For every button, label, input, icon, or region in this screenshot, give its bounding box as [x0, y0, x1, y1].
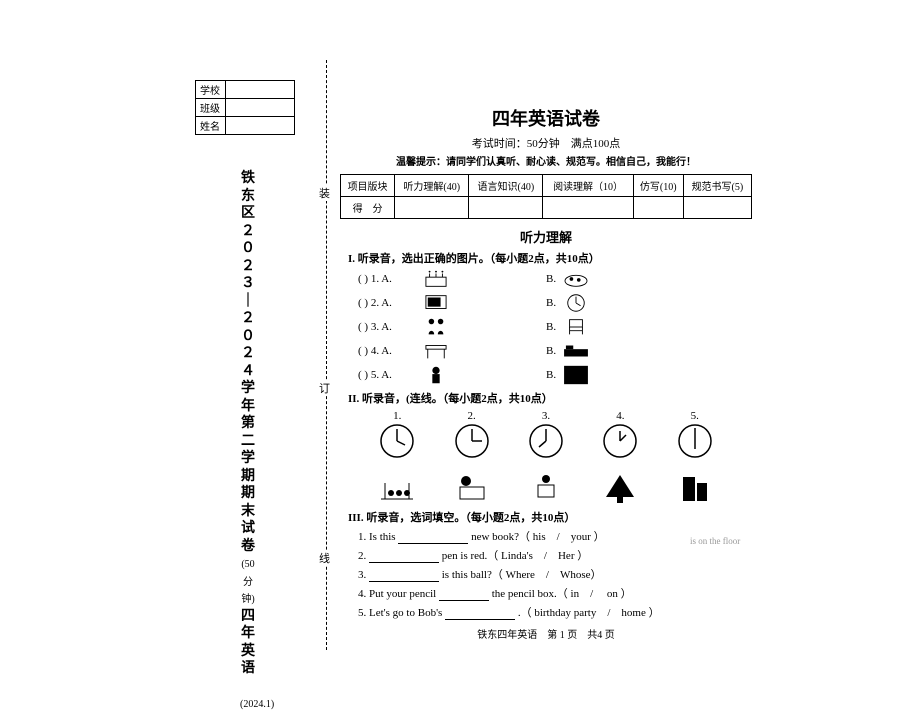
col-header: 仿写(10)	[633, 175, 683, 197]
clock-icon	[562, 292, 590, 314]
col-header: 阅读理解（10）	[543, 175, 633, 197]
opt-b-label: B.	[546, 273, 556, 285]
scene-icon	[562, 364, 590, 386]
vert-subject: 四年英语	[241, 609, 255, 677]
q-item: ( ) 3. A. B.	[358, 316, 752, 338]
reading-icon	[524, 471, 568, 505]
q-item: ( ) 1. A. B.	[358, 268, 752, 290]
opt-b-label: B.	[546, 369, 556, 381]
blank	[369, 551, 439, 563]
desk-icon	[422, 340, 450, 362]
vert-sub: (50分钟)	[241, 559, 254, 605]
clock-num: 2.	[453, 410, 491, 422]
clock-icon	[676, 422, 714, 460]
page-footer: 铁东四年英语 第 1 页 共4 页	[340, 626, 752, 641]
col-header: 听力理解(40)	[395, 175, 469, 197]
food-icon	[562, 268, 590, 290]
clock-num: 1.	[378, 410, 416, 422]
question-title: I. 听录音，选出正确的图片。（每小题2点，共10点）	[348, 250, 752, 266]
exam-tip: 温馨提示：请同学们认真听、耐心读、规范写。相信自己，我能行！	[340, 153, 752, 168]
clock-icon	[378, 422, 416, 460]
clock-icon	[527, 422, 565, 460]
score-table: 项目版块 听力理解(40) 语言知识(40) 阅读理解（10） 仿写(10) 规…	[340, 174, 752, 219]
clock-icon	[601, 422, 639, 460]
clock-item: 3.	[527, 410, 565, 463]
clock-item: 1.	[378, 410, 416, 463]
vert-date: (2024.1)	[240, 699, 274, 710]
clock-num: 3.	[527, 410, 565, 422]
clock-row: 1. 2. 3. 4. 5.	[360, 410, 732, 463]
blank	[398, 532, 468, 544]
blank	[439, 589, 489, 601]
opt-a-label: ( ) 3. A.	[358, 321, 416, 333]
subtitle: 考试时间：50分钟 满点100点	[340, 135, 752, 151]
clock-num: 5.	[676, 410, 714, 422]
chair-icon	[562, 316, 590, 338]
info-label: 班级	[196, 99, 226, 117]
question-title: II. 听录音，(连线。（每小题2点，共10点）	[348, 390, 752, 406]
section-title: 听力理解	[340, 227, 752, 246]
fold-char: 装	[319, 185, 330, 201]
opt-b-label: B.	[546, 345, 556, 357]
building-icon	[673, 471, 717, 505]
q-item: ( ) 2. A. B.	[358, 292, 752, 314]
clock-item: 2.	[453, 410, 491, 463]
blank	[369, 570, 439, 582]
cake-icon	[422, 268, 450, 290]
opt-b-label: B.	[546, 321, 556, 333]
info-panel: 学校 班级 姓名	[195, 80, 305, 135]
boy-icon	[422, 364, 450, 386]
opt-b-label: B.	[546, 297, 556, 309]
opt-a-label: ( ) 1. A.	[358, 273, 416, 285]
tree-icon	[598, 471, 642, 505]
clock-item: 4.	[601, 410, 639, 463]
kids-icon	[422, 316, 450, 338]
party-icon	[375, 471, 419, 505]
exam-content: 四年英语试卷 考试时间：50分钟 满点100点 温馨提示：请同学们认真听、耐心读…	[340, 105, 752, 641]
opt-a-label: ( ) 2. A.	[358, 297, 416, 309]
q-item: ( ) 5. A. B.	[358, 364, 752, 386]
smudge-text: is on the floor	[690, 536, 740, 546]
vert-text: 铁东区２０２３｜２０２４学年第二学期期末试卷	[241, 171, 255, 554]
row-label: 得 分	[341, 197, 395, 219]
info-table: 学校 班级 姓名	[195, 80, 295, 135]
fold-char: 订	[319, 380, 330, 396]
tv-icon	[422, 292, 450, 314]
col-header: 项目版块	[341, 175, 395, 197]
clock-item: 5.	[676, 410, 714, 463]
col-header: 规范书写(5)	[683, 175, 751, 197]
info-label: 学校	[196, 81, 226, 99]
opt-a-label: ( ) 5. A.	[358, 369, 416, 381]
clock-num: 4.	[601, 410, 639, 422]
col-header: 语言知识(40)	[469, 175, 543, 197]
info-label: 姓名	[196, 117, 226, 135]
fill-item: 4. Put your pencil the pencil box.（ in /…	[358, 585, 752, 601]
fill-item: 2. pen is red.（ Linda's / Her ）	[358, 547, 752, 563]
opt-a-label: ( ) 4. A.	[358, 345, 416, 357]
bed-icon	[562, 340, 590, 362]
breakfast-icon	[450, 471, 494, 505]
clock-icon	[453, 422, 491, 460]
person-row	[360, 471, 732, 505]
fold-char: 线	[319, 550, 330, 566]
fill-item: 3. is this ball?（ Where / Whose）	[358, 566, 752, 582]
fill-item: 5. Let's go to Bob's .（ birthday party /…	[358, 604, 752, 620]
vertical-title: 铁东区２０２３｜２０２４学年第二学期期末试卷 (50分钟) 四年英语 (2024…	[240, 170, 256, 713]
q-item: ( ) 4. A. B.	[358, 340, 752, 362]
question-title: III. 听录音，选词填空。（每小题2点，共10点）	[348, 509, 752, 525]
blank	[445, 608, 515, 620]
page-title: 四年英语试卷	[340, 105, 752, 131]
